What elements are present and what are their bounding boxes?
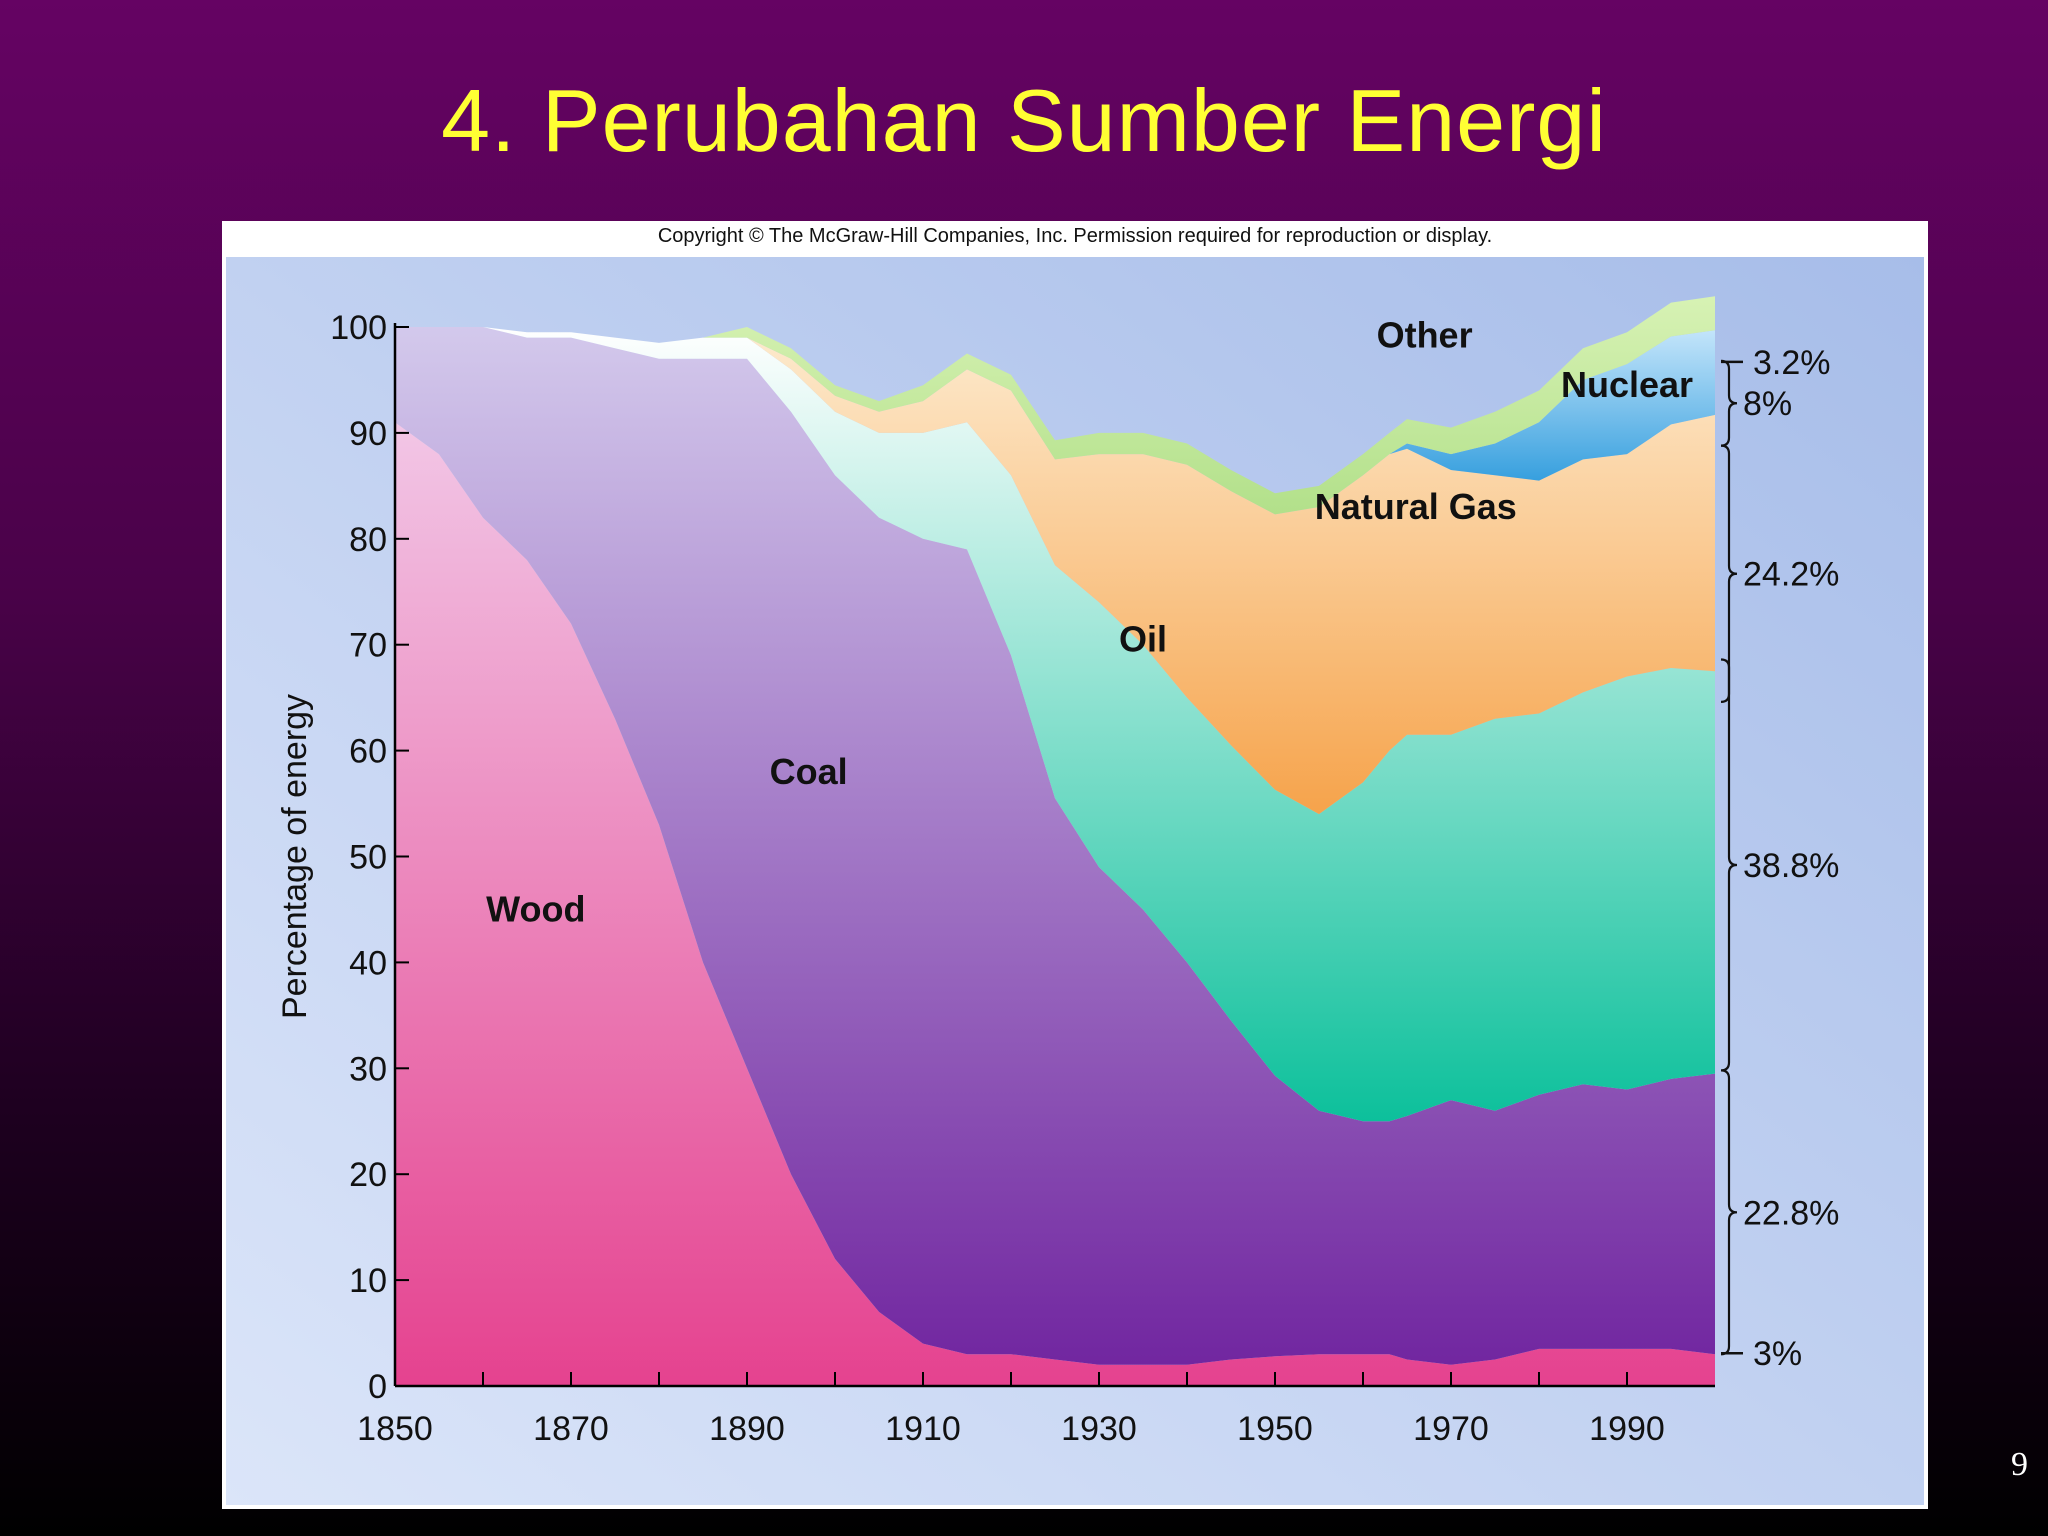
slide-title: 4. Perubahan Sumber Energi xyxy=(441,71,1607,170)
y-tick-label: 80 xyxy=(349,521,387,559)
y-tick-label: 40 xyxy=(349,944,387,982)
x-tick-label: 1930 xyxy=(1061,1410,1137,1448)
bracket-brace xyxy=(1720,1069,1738,1356)
y-tick-label: 20 xyxy=(349,1156,387,1194)
page-number: 9 xyxy=(2011,1446,2028,1483)
bracket-label: 24.2% xyxy=(1743,556,1839,594)
y-tick-label: 90 xyxy=(349,415,387,453)
copyright-notice: Copyright © The McGraw-Hill Companies, I… xyxy=(657,225,1493,247)
bracket-label: 22.8% xyxy=(1743,1194,1839,1232)
series-label-nuclear: Nuclear xyxy=(1561,364,1693,405)
figure-panel: Copyright © The McGraw-Hill Companies, I… xyxy=(222,221,1928,1509)
area-wood xyxy=(395,422,1715,1386)
area-layers xyxy=(395,296,1715,1386)
x-tick-label: 1950 xyxy=(1237,1410,1313,1448)
series-label-wood: Wood xyxy=(486,888,585,929)
x-tick-label: 1990 xyxy=(1589,1410,1665,1448)
x-tick-label: 1890 xyxy=(709,1410,785,1448)
y-tick-label: 100 xyxy=(330,309,387,347)
series-label-natural-gas: Natural Gas xyxy=(1315,486,1517,527)
y-tick-label: 50 xyxy=(349,839,387,877)
share-brackets: 3.2%8% 24.2% 38.8% 22.8% 3% xyxy=(1720,344,1839,1373)
area-coal xyxy=(395,327,1715,1365)
x-tick-label: 1910 xyxy=(885,1410,961,1448)
series-label-other: Other xyxy=(1377,314,1473,355)
energy-chart: 0 10 20 30 40 50 60 70 80 90 100 1850 1870 1890 1910 19… xyxy=(226,257,1924,1505)
series-label-coal: Coal xyxy=(770,751,848,792)
bracket-label: 3% xyxy=(1753,1335,1802,1373)
y-tick-label: 0 xyxy=(368,1368,387,1406)
series-labels: Wood Coal Oil Natural Gas Nuclear Other xyxy=(486,314,1693,929)
y-tick-label: 30 xyxy=(349,1050,387,1088)
bracket-label: 38.8% xyxy=(1743,847,1839,885)
area-natural-gas xyxy=(395,327,1715,815)
y-tick-label: 10 xyxy=(349,1262,387,1300)
y-axis-title: Percentage of energy xyxy=(276,694,314,1019)
bracket-label: 8% xyxy=(1743,385,1792,423)
area-oil xyxy=(395,327,1715,1122)
x-tick-label: 1870 xyxy=(533,1410,609,1448)
bracket-label: 3.2% xyxy=(1753,344,1831,382)
x-tick-label: 1850 xyxy=(357,1410,433,1448)
axes: 0 10 20 30 40 50 60 70 80 90 100 1850 1870 1890 1910 19… xyxy=(276,309,1715,1448)
bracket-brace xyxy=(1720,359,1738,447)
bracket-brace xyxy=(1720,658,1738,1072)
y-tick-label: 70 xyxy=(349,627,387,665)
series-label-oil: Oil xyxy=(1119,618,1167,659)
y-tick-label: 60 xyxy=(349,733,387,771)
x-tick-label: 1970 xyxy=(1413,1410,1489,1448)
